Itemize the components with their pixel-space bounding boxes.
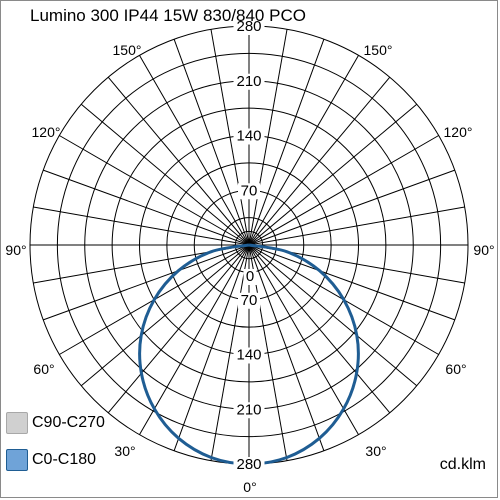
radial-tick-label: 0 (246, 268, 254, 285)
angle-label: 120° (444, 124, 473, 140)
grid-spoke (59, 135, 250, 246)
grid-spoke (173, 39, 250, 246)
grid-spoke (248, 135, 439, 246)
grid-spoke (248, 244, 325, 451)
radial-tick-label-bg (243, 269, 257, 285)
legend-item-c0-c180: C0-C180 (6, 449, 96, 471)
radial-tick-label: 140 (236, 128, 261, 145)
grid-spoke (80, 244, 250, 387)
radial-tick-label: 280 (236, 456, 261, 473)
legend-swatch-c90-c270 (6, 412, 28, 434)
grid-spoke (248, 103, 418, 246)
grid-spoke (248, 39, 325, 246)
angle-label: 30° (365, 443, 386, 459)
radial-tick-label-bg (233, 347, 265, 364)
grid-spoke (173, 244, 250, 451)
angle-label: 90° (5, 242, 26, 258)
grid-spoke (248, 29, 288, 246)
angle-label: 30° (114, 443, 135, 459)
axis-labels: 0 70 140 210 280 70 140 210 280 150° 150° 120° 120° 9… (5, 18, 494, 495)
chart-title: Lumino 300 IP44 15W 830/840 PCO (30, 6, 306, 25)
radial-tick-label: 140 (236, 347, 261, 364)
legend-label-c0-c180: C0-C180 (32, 451, 97, 468)
radial-tick-label-bg (233, 402, 265, 419)
radial-tick-label-bg (233, 19, 265, 35)
angle-label: 150° (113, 42, 142, 58)
grid-spoke (248, 244, 359, 435)
grid-spoke (43, 169, 250, 246)
grid-spoke (107, 76, 250, 246)
angle-label: 60° (445, 361, 466, 377)
radial-tick-label: 70 (241, 182, 258, 199)
grid-spoke (248, 169, 455, 246)
angle-label: 60° (33, 361, 54, 377)
grid-spoke (43, 244, 250, 321)
angle-label: 150° (364, 42, 393, 58)
unit-label: cd.klm (439, 456, 486, 473)
grid-spoke (210, 244, 250, 461)
grid-spoke (248, 76, 391, 246)
grid-spoke (210, 29, 250, 246)
angle-label: 0° (243, 479, 256, 495)
legend-swatch-c0-c180 (6, 449, 28, 471)
radial-tick-label-bg (238, 292, 260, 309)
legend-label-c90-c270: C90-C270 (32, 414, 105, 431)
legend-item-c90-c270: C90-C270 (6, 412, 105, 434)
radial-tick-label: 280 (236, 18, 261, 35)
radial-tick-label: 210 (236, 401, 261, 418)
angle-label: 90° (473, 242, 494, 258)
grid-spoke (80, 103, 250, 246)
radial-tick-label-bg (233, 73, 265, 90)
grid-spoke (248, 244, 455, 321)
radial-tick-label-bg (238, 183, 260, 200)
radial-tick-label: 210 (236, 73, 261, 90)
grid-spoke (248, 55, 359, 246)
angle-label: 120° (32, 124, 61, 140)
grid-spoke (248, 244, 391, 414)
radial-tick-label: 70 (241, 292, 258, 309)
grid-spoke (248, 206, 465, 246)
grid-spoke (139, 244, 250, 435)
radial-tick-label-bg (233, 128, 265, 145)
grid-spoke (107, 244, 250, 414)
radial-tick-label-bg (233, 457, 265, 473)
grid-spoke (33, 206, 250, 246)
grid-spoke (139, 55, 250, 246)
grid-spoke (248, 244, 418, 387)
